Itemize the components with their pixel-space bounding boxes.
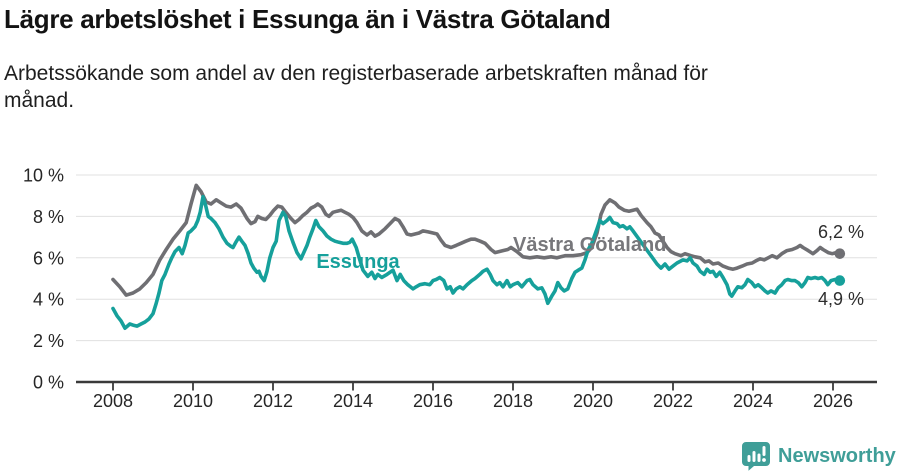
newsworthy-logo: Newsworthy: [741, 441, 896, 471]
x-tick-label: 2008: [93, 391, 133, 411]
x-tick-label: 2020: [573, 391, 613, 411]
y-tick-label: 0 %: [33, 373, 64, 393]
y-tick-label: 2 %: [33, 331, 64, 351]
y-tick-label: 6 %: [33, 248, 64, 268]
chart-subtitle: Arbetssökande som andel av den registerb…: [4, 60, 708, 114]
subtitle-line-2: månad.: [4, 89, 75, 112]
series-line: [111, 194, 842, 331]
series-line: [111, 183, 842, 297]
page-title: Lägre arbetslöshet i Essunga än i Västra…: [4, 4, 611, 34]
series-label: Västra Götaland: [513, 234, 666, 256]
x-tick-label: 2024: [733, 391, 773, 411]
line-chart: 0 % 2 % 4 % 6 % 8 % 10 % 2008 2010 2012 2014 2016 2…: [23, 166, 877, 411]
x-tick-label: 2026: [813, 391, 853, 411]
brand-name: Newsworthy: [778, 444, 896, 467]
y-tick-label: 4 %: [33, 290, 64, 310]
x-tick-label: 2016: [413, 391, 453, 411]
y-tick-label: 8 %: [33, 207, 64, 227]
x-tick-label: 2012: [253, 391, 293, 411]
x-tick-label: 2018: [493, 391, 533, 411]
series-end-value: 4,9 %: [818, 289, 864, 309]
series-end-dot: [834, 275, 846, 286]
x-tick-label: 2022: [653, 391, 693, 411]
series-end-value: 6,2 %: [818, 222, 864, 242]
series-end-dot: [834, 248, 846, 259]
subtitle-line-1: Arbetssökande som andel av den registerb…: [4, 62, 708, 85]
x-tick-label: 2010: [173, 391, 213, 411]
x-tick-label: 2014: [333, 391, 373, 411]
y-tick-label: 10 %: [23, 166, 64, 186]
series-label: Essunga: [316, 251, 400, 273]
newsworthy-logo-icon: [742, 442, 770, 471]
